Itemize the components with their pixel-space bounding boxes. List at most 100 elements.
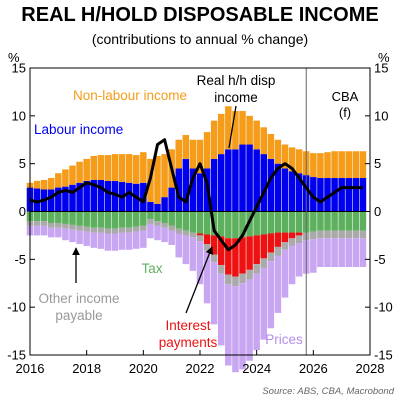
bar-tax bbox=[189, 211, 197, 233]
bar-labour-income bbox=[147, 201, 154, 212]
bar-other-income-payable bbox=[168, 225, 175, 231]
bar-prices bbox=[76, 230, 83, 245]
bar-other-income-payable bbox=[260, 258, 268, 268]
bar-tax bbox=[147, 211, 154, 220]
bar-prices bbox=[55, 227, 62, 238]
bar-interest-payments bbox=[232, 238, 239, 277]
bar-non-labour-income bbox=[97, 155, 105, 180]
bar-tax bbox=[239, 211, 246, 238]
bar-non-labour-income bbox=[47, 178, 55, 190]
x-tick-label: 2016 bbox=[16, 361, 45, 376]
y-tick-label-left: 0 bbox=[19, 204, 26, 219]
leader-real-income bbox=[228, 105, 237, 149]
bar-tax bbox=[288, 211, 296, 233]
bar-labour-income bbox=[267, 158, 275, 212]
annotation-prices: Prices bbox=[265, 332, 303, 347]
bar-tax bbox=[104, 211, 112, 229]
bar-interest-payments bbox=[203, 234, 211, 245]
y-tick-label-right: -10 bbox=[374, 300, 393, 315]
bar-other-income-payable bbox=[281, 242, 289, 250]
y-tick-label-right: -15 bbox=[374, 348, 393, 363]
bar-labour-income bbox=[175, 168, 183, 212]
bar-prices bbox=[267, 261, 275, 329]
bar-tax bbox=[90, 211, 98, 228]
bar-other-income-payable bbox=[310, 231, 317, 240]
bar-tax bbox=[140, 211, 147, 226]
bar-tax bbox=[267, 211, 275, 234]
bar-tax bbox=[196, 211, 204, 234]
y-tick-label-right: -5 bbox=[374, 252, 386, 267]
bar-labour-income bbox=[345, 178, 353, 212]
bar-tax bbox=[281, 211, 289, 233]
bar-non-labour-income bbox=[288, 147, 296, 172]
bar-interest-payments bbox=[267, 233, 275, 253]
bar-other-income-payable bbox=[324, 230, 331, 239]
bar-labour-income bbox=[154, 203, 161, 212]
bar-labour-income bbox=[210, 158, 218, 212]
bar-non-labour-income bbox=[232, 111, 239, 150]
bar-labour-income bbox=[33, 188, 41, 212]
bar-tax bbox=[97, 211, 105, 228]
bar-prices bbox=[274, 255, 282, 313]
bar-labour-income bbox=[104, 180, 112, 212]
bar-non-labour-income bbox=[352, 151, 360, 179]
bar-prices bbox=[104, 233, 112, 251]
bar-non-labour-income bbox=[331, 151, 338, 179]
bar-interest-payments bbox=[246, 236, 253, 270]
bar-non-labour-income bbox=[239, 111, 246, 145]
bar-prices bbox=[40, 225, 48, 236]
bar-other-income-payable bbox=[232, 276, 239, 287]
bar-other-income-payable bbox=[295, 235, 303, 244]
y-unit-right: % bbox=[378, 50, 390, 65]
bar-prices bbox=[317, 238, 324, 267]
bar-other-income-payable bbox=[288, 238, 296, 246]
bar-non-labour-income bbox=[317, 153, 324, 179]
bar-interest-payments bbox=[225, 238, 232, 275]
bar-other-income-payable bbox=[338, 230, 345, 239]
bar-tax bbox=[132, 211, 140, 227]
bar-other-income-payable bbox=[217, 265, 225, 274]
bar-tax bbox=[331, 211, 338, 231]
bar-other-income-payable bbox=[225, 274, 232, 285]
bar-labour-income bbox=[232, 149, 239, 212]
y-unit-left: % bbox=[8, 50, 20, 65]
bar-non-labour-income bbox=[33, 180, 41, 189]
bar-non-labour-income bbox=[140, 152, 147, 183]
bar-non-labour-income bbox=[260, 127, 268, 155]
forecast-label: CBA (f) bbox=[332, 89, 359, 120]
bar-other-income-payable bbox=[352, 230, 360, 239]
bar-non-labour-income bbox=[274, 139, 282, 164]
y-tick-label-right: 10 bbox=[374, 108, 388, 123]
bar-interest-payments bbox=[274, 232, 282, 247]
bar-non-labour-income bbox=[40, 179, 48, 190]
bar-prices bbox=[175, 233, 183, 258]
bar-other-income-payable bbox=[40, 221, 48, 226]
bar-other-income-payable bbox=[76, 225, 83, 231]
bar-other-income-payable bbox=[132, 226, 140, 232]
bar-other-income-payable bbox=[359, 230, 367, 239]
y-tick-label-left: 5 bbox=[19, 156, 26, 171]
bar-prices bbox=[161, 227, 168, 243]
bar-tax bbox=[182, 211, 190, 231]
bar-labour-income bbox=[317, 178, 324, 212]
bar-non-labour-income bbox=[295, 149, 303, 174]
bar-tax bbox=[232, 211, 239, 239]
bar-labour-income bbox=[182, 158, 190, 212]
bar-tax bbox=[83, 211, 90, 227]
bar-non-labour-income bbox=[55, 173, 62, 188]
bar-other-income-payable bbox=[118, 227, 126, 233]
bar-non-labour-income bbox=[62, 169, 69, 187]
bar-non-labour-income bbox=[310, 153, 317, 178]
bar-other-income-payable bbox=[345, 230, 353, 239]
bar-interest-payments bbox=[281, 232, 289, 243]
annotation-non-labour-income: Non-labour income bbox=[73, 88, 187, 103]
bar-labour-income bbox=[83, 180, 90, 212]
bar-non-labour-income bbox=[338, 151, 345, 179]
bar-labour-income bbox=[225, 149, 232, 212]
bar-prices bbox=[260, 267, 268, 340]
annotation-other-income-payable: Other income payable bbox=[38, 291, 119, 323]
bar-labour-income bbox=[253, 149, 260, 212]
bar-other-income-payable bbox=[331, 230, 338, 239]
bar-prices bbox=[225, 284, 232, 366]
